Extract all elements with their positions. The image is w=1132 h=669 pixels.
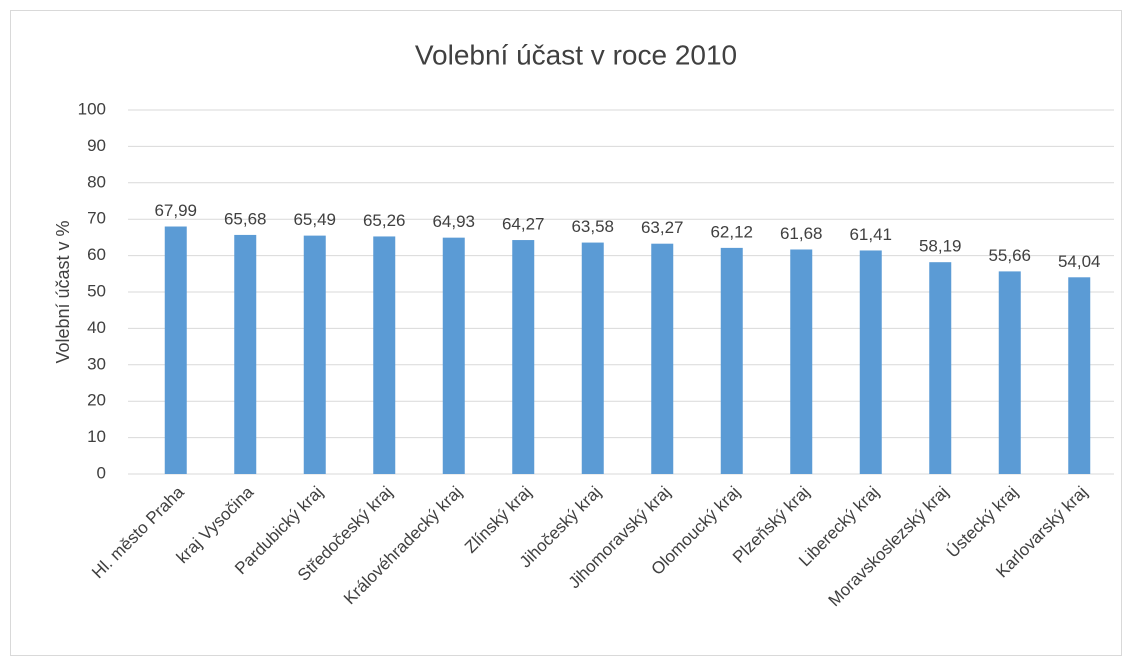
chart-title: Volební účast v roce 2010: [415, 39, 737, 70]
bar: [651, 243, 674, 474]
value-label: 61,41: [849, 225, 892, 244]
bar: [303, 235, 326, 474]
bar: [164, 226, 187, 474]
value-label: 58,19: [919, 237, 962, 256]
bar: [720, 247, 743, 474]
value-label: 62,12: [710, 222, 753, 241]
bar: [581, 242, 604, 474]
bar: [442, 237, 465, 474]
bar: [373, 236, 396, 474]
bar: [234, 234, 257, 474]
value-label: 63,27: [641, 218, 684, 237]
y-tick-label: 70: [87, 209, 106, 228]
bar: [929, 262, 952, 474]
y-tick-label: 30: [87, 354, 106, 373]
value-label: 54,04: [1058, 252, 1101, 271]
y-axis-label: Volební účast v %: [53, 220, 73, 363]
y-tick-label: 60: [87, 245, 106, 264]
value-label: 64,27: [502, 215, 545, 234]
value-label: 55,66: [988, 246, 1031, 265]
y-tick-label: 50: [87, 281, 106, 300]
value-label: 65,26: [363, 211, 406, 230]
bar: [1068, 277, 1091, 474]
bar: [512, 240, 535, 474]
value-label: 67,99: [154, 201, 197, 220]
value-label: 65,49: [293, 210, 336, 229]
value-label: 61,68: [780, 224, 823, 243]
bar: [790, 249, 813, 474]
bar: [998, 271, 1021, 474]
value-label: 63,58: [571, 217, 614, 236]
y-tick-label: 10: [87, 427, 106, 446]
y-tick-label: 80: [87, 172, 106, 191]
bar: [859, 250, 882, 474]
y-tick-label: 100: [78, 99, 106, 118]
value-label: 64,93: [432, 212, 475, 231]
value-label: 65,68: [224, 209, 267, 228]
y-tick-label: 0: [97, 463, 106, 482]
y-tick-label: 20: [87, 391, 106, 410]
y-tick-label: 90: [87, 136, 106, 155]
y-tick-label: 40: [87, 318, 106, 337]
